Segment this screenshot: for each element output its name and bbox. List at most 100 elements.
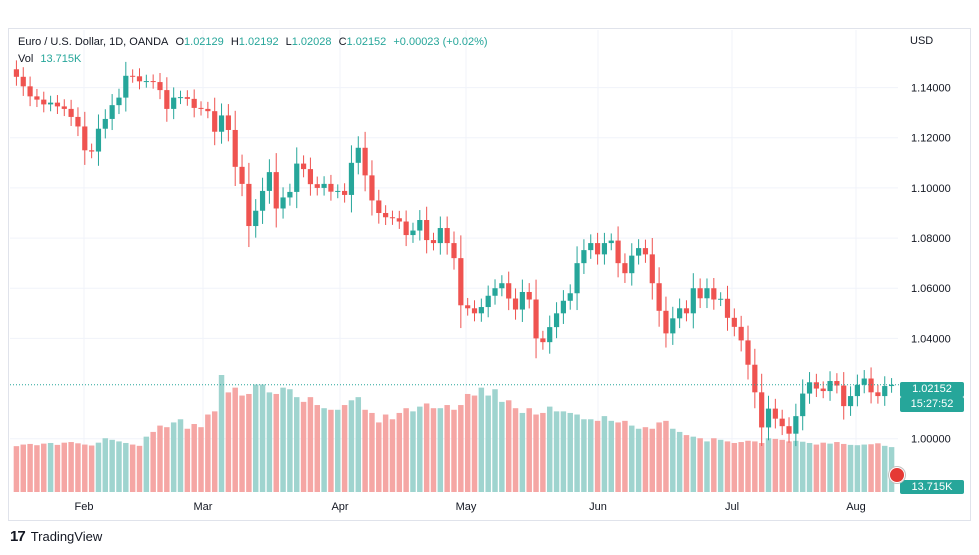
candle-body	[430, 240, 437, 244]
candle-body	[711, 288, 717, 300]
volume-bar	[875, 443, 881, 492]
volume-bar	[403, 408, 409, 492]
candle-body	[834, 381, 840, 386]
candle-body	[239, 166, 245, 184]
candle-body	[403, 221, 409, 236]
volume-bar	[34, 445, 40, 492]
symbol-name[interactable]: Euro / U.S. Dollar, 1D, OANDA	[18, 36, 169, 48]
volume-bar	[512, 408, 519, 492]
volume-bar	[252, 384, 259, 492]
candle-body	[800, 393, 806, 417]
candle-body	[615, 240, 621, 264]
candle-body	[465, 305, 471, 309]
volume-bar	[129, 444, 136, 492]
volume-bar	[273, 393, 279, 492]
volume-bar	[540, 412, 546, 492]
volume-bar	[20, 444, 26, 492]
candle-body	[861, 378, 867, 385]
volume-bar	[444, 405, 450, 492]
candle-body	[246, 183, 252, 227]
candle-body	[827, 381, 833, 392]
candle-body	[841, 385, 847, 407]
volume-bar	[724, 441, 731, 492]
candle-body	[882, 386, 888, 397]
volume-bar	[574, 414, 580, 492]
candle-body	[875, 392, 881, 397]
volume-bar	[642, 427, 649, 492]
candle-body	[506, 283, 512, 299]
volume-bar	[198, 427, 204, 492]
candle-body	[765, 408, 772, 428]
candle-body	[547, 327, 553, 343]
volume-legend: Vol 13.715K	[18, 53, 85, 65]
volume-bar	[95, 442, 102, 492]
volume-bar	[389, 419, 396, 492]
candle-body	[259, 190, 266, 211]
volume-value: 13.715K	[40, 53, 82, 65]
volume-bar	[793, 440, 799, 492]
volume-bar	[123, 442, 129, 492]
volume-bar	[526, 408, 532, 492]
candle-body	[779, 418, 785, 427]
time-tick-label: Jun	[589, 501, 607, 513]
price-axis-unit[interactable]: USD	[910, 35, 934, 47]
candle-body	[232, 129, 238, 167]
candle-body	[888, 384, 895, 387]
candle-body	[123, 75, 129, 98]
candle-body	[629, 255, 635, 274]
volume-bar	[355, 397, 362, 492]
volume-bar	[335, 409, 341, 492]
volume-bar	[82, 444, 88, 492]
candle-body	[806, 382, 813, 394]
candle-body	[560, 300, 566, 314]
candle-body	[690, 288, 696, 314]
candle-body	[369, 175, 375, 201]
volume-bar	[246, 393, 252, 492]
candle-body	[13, 69, 20, 77]
candle-body	[471, 308, 478, 314]
candle-body	[376, 200, 382, 213]
volume-bar	[232, 387, 238, 492]
candle-body	[519, 291, 525, 310]
volume-bar	[731, 442, 738, 492]
candle-body	[622, 263, 628, 274]
volume-bar	[758, 442, 765, 492]
volume-bar	[567, 412, 573, 492]
candle-body	[362, 147, 368, 176]
candle-body	[396, 218, 402, 222]
symbol-legend: Euro / U.S. Dollar, 1D, OANDA O1.02129 H…	[18, 36, 492, 48]
volume-bar	[834, 442, 840, 492]
brand-name: TradingView	[30, 529, 103, 544]
candle-body	[212, 111, 218, 132]
candle-body	[307, 169, 314, 185]
volume-bar	[417, 406, 423, 492]
candle-body	[82, 126, 88, 151]
candle-body	[20, 76, 26, 87]
volume-bar	[266, 392, 273, 492]
volume-bar	[581, 419, 587, 492]
volume-bar	[560, 411, 567, 492]
volume-bar	[300, 401, 307, 492]
volume-bar	[61, 442, 68, 492]
brand-logo[interactable]: 17 TradingView	[10, 528, 102, 545]
candle-body	[273, 172, 279, 209]
candle-body	[184, 97, 190, 99]
volume-bar	[676, 431, 683, 492]
candle-body	[225, 115, 231, 130]
candle-body	[75, 116, 81, 127]
volume-bar	[786, 441, 792, 492]
volume-bar	[116, 441, 122, 492]
time-tick-label: Apr	[331, 501, 348, 513]
candle-body	[526, 291, 532, 300]
candle-body	[704, 288, 710, 299]
volume-bar	[485, 395, 491, 492]
volume-bar	[410, 411, 416, 492]
eu-flag-icon[interactable]	[889, 467, 905, 483]
candle-body	[130, 75, 136, 77]
volume-label[interactable]: Vol	[18, 53, 34, 65]
volume-bar	[102, 438, 109, 492]
candle-body	[567, 293, 573, 301]
candle-body	[677, 308, 683, 319]
candle-body	[109, 105, 115, 119]
